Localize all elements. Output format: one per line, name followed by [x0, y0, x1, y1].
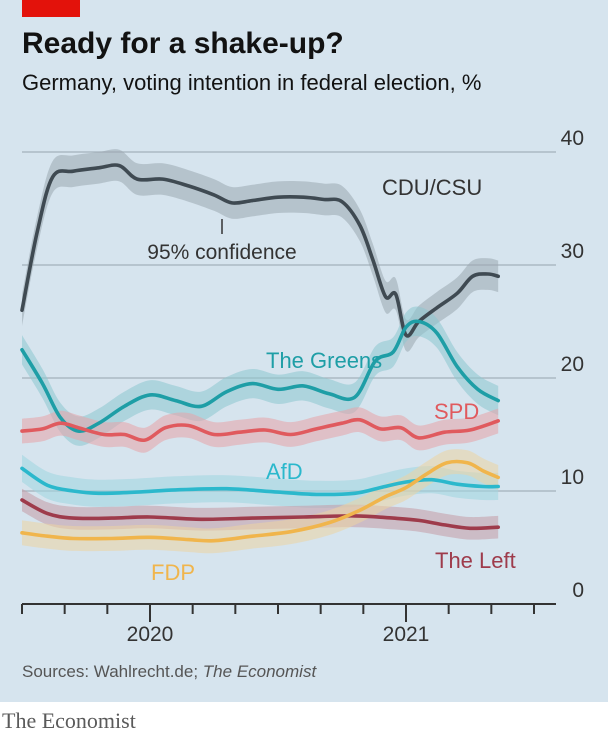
economist-logo: The Economist [2, 708, 136, 733]
series-label-cdu-csu: CDU/CSU [382, 175, 482, 200]
band-cdu-csu [22, 149, 499, 352]
x-tick-label: 2020 [127, 623, 174, 646]
brand-tag [22, 0, 80, 17]
y-tick-label: 30 [561, 240, 584, 263]
source-text: Sources: Wahlrecht.de; [22, 662, 199, 681]
line-chart: 2020 2021 0 10 20 30 40 CDU/CSU The Greens SPD A… [20, 127, 584, 646]
y-tick-label: 20 [561, 353, 584, 376]
confidence-label: 95% confidence [147, 241, 296, 264]
series-labels: CDU/CSU The Greens SPD AfD The Left FDP [151, 175, 516, 585]
confidence-annotation: 95% confidence [147, 219, 297, 264]
line-fdp [20, 459, 500, 543]
y-tick-label: 10 [561, 466, 584, 489]
series-label-fdp: FDP [151, 560, 195, 585]
line-spd [20, 417, 500, 443]
chart-panel [0, 0, 608, 702]
y-tick-label: 40 [561, 127, 584, 150]
x-axis: 2020 2021 [21, 603, 556, 646]
band-fdp [22, 449, 499, 554]
series-label-afd: AfD [266, 459, 303, 484]
band-the-greens [22, 306, 499, 446]
source-note: Sources: Wahlrecht.de; The Economist [22, 662, 316, 682]
y-axis: 0 10 20 30 40 [561, 127, 584, 602]
chart-title: Ready for a shake-up? [22, 27, 344, 60]
line-afd [20, 466, 500, 497]
line-the-left [20, 498, 500, 531]
y-tick-label: 0 [572, 579, 584, 602]
source-italic: The Economist [202, 662, 317, 681]
series-lines [20, 163, 500, 543]
series-label-spd: SPD [434, 399, 479, 424]
series-label-the-greens: The Greens [266, 348, 382, 373]
x-tick-label: 2021 [383, 623, 430, 646]
line-cdu-csu [20, 163, 500, 338]
chart-subtitle: Germany, voting intention in federal ele… [22, 70, 482, 95]
series-label-the-left: The Left [435, 548, 516, 573]
line-the-greens [20, 319, 500, 434]
